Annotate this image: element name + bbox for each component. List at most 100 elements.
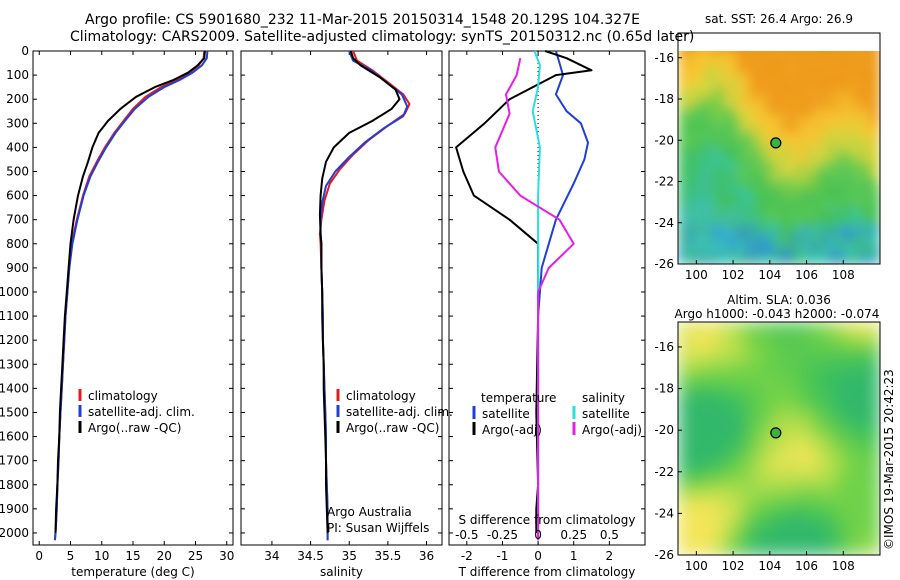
sst-map-cell	[747, 253, 753, 260]
sst-map-cell	[811, 38, 817, 44]
sst-map-cell	[678, 51, 684, 55]
sla-map-cell	[751, 396, 758, 402]
sst-map-cell	[796, 232, 802, 239]
sst-map-cell	[801, 64, 807, 71]
sst-map-cell	[855, 195, 861, 202]
sla-map-cell	[830, 353, 837, 360]
sla-map-cell	[737, 454, 743, 461]
sst-map-cell	[860, 80, 866, 87]
sla-map-cell	[692, 406, 699, 413]
sst-map-cell	[692, 169, 699, 176]
sla-map-cell	[717, 533, 723, 540]
sst-map-cell	[712, 75, 718, 81]
sst-map-cell	[835, 206, 842, 213]
sla-map-cell	[870, 401, 876, 408]
sla-map-cell	[747, 486, 753, 493]
sst-map-cell	[875, 153, 880, 160]
sst-map-cell	[742, 69, 748, 76]
sla-map-cell	[776, 406, 782, 413]
sst-map-cell	[751, 143, 758, 150]
sst-map-cell	[751, 148, 758, 155]
sla-map-cell	[865, 406, 871, 413]
sst-map-cell	[692, 122, 699, 129]
sla-map-cell	[860, 396, 866, 402]
sst-map-cell	[860, 248, 866, 255]
sla-map-cell	[850, 396, 856, 402]
sla-map-cell	[678, 512, 684, 519]
sla-map-cell	[742, 502, 748, 508]
sst-map-cell	[845, 237, 851, 244]
sla-map-cell	[702, 433, 709, 440]
sla-map-title: Altim. SLA: 0.036	[727, 293, 831, 307]
sst-map-cell	[806, 33, 812, 39]
sla-map-cell	[840, 459, 847, 466]
sst-map-cell	[747, 33, 753, 39]
sla-map-cell	[678, 491, 684, 498]
sla-map-cell	[682, 549, 689, 555]
sla-map-cell	[707, 359, 714, 365]
sst-map-cell	[771, 232, 778, 239]
sst-map-cell	[766, 127, 773, 134]
sla-map-cell	[727, 539, 733, 545]
sla-map-cell	[712, 353, 718, 360]
sst-map-cell	[860, 69, 866, 76]
sla-map-cell	[811, 396, 817, 402]
sla-map-cell	[727, 496, 733, 503]
sla-map-cell	[678, 465, 684, 471]
sla-map-cell	[747, 380, 753, 387]
sla-map-cell	[850, 422, 856, 429]
sst-map-cell	[801, 180, 807, 186]
sst-map-cell	[865, 101, 871, 108]
sla-map-cell	[776, 364, 782, 371]
sst-map-cell	[791, 33, 797, 39]
sst-map-cell	[732, 101, 738, 108]
sla-map-cell	[766, 491, 773, 498]
sla-map-cell	[840, 369, 847, 376]
sst-map-cell	[816, 80, 822, 87]
sst-map-cell	[687, 258, 694, 264]
sla-map-cell	[776, 523, 782, 530]
sla-map-cell	[722, 465, 728, 471]
sst-map-cell	[776, 227, 782, 234]
sla-map-cell	[855, 528, 861, 535]
sla-map-cell	[727, 359, 733, 365]
sla-map-cell	[781, 396, 787, 402]
sla-map-cell	[722, 427, 728, 434]
sla-map-cell	[850, 369, 856, 376]
sst-map-cell	[830, 54, 837, 60]
sla-map-cell	[875, 412, 880, 418]
sst-map-cell	[742, 59, 748, 66]
sst-map-cell	[875, 169, 880, 176]
sla-map-cell	[771, 322, 778, 328]
sst-map-cell	[786, 237, 792, 244]
sla-map-cell	[801, 549, 807, 555]
sla-map-cell	[742, 348, 748, 355]
sla-map-cell	[687, 353, 694, 360]
sla-map-cell	[811, 433, 817, 440]
sla-map-cell	[717, 507, 723, 514]
sst-map-cell	[722, 90, 728, 97]
sla-map-cell	[820, 353, 827, 360]
sst-map-cell	[702, 138, 709, 144]
sst-map-cell	[727, 180, 733, 186]
sla-map-cell	[707, 417, 714, 424]
sla-map-cell	[865, 401, 871, 408]
sla-map-cell	[786, 486, 792, 493]
sst-map-cell	[771, 96, 778, 102]
sst-map-cell	[707, 54, 714, 60]
sst-map-cell	[811, 59, 817, 66]
sst-map-cell	[796, 148, 802, 155]
sst-map-cell	[801, 69, 807, 76]
sla-map-cell	[816, 322, 822, 328]
sla-map-cell	[722, 454, 728, 461]
sst-map-cell	[850, 216, 856, 223]
sla-map-cell	[825, 443, 832, 450]
sla-map-cell	[840, 375, 847, 381]
sla-map-cell	[766, 539, 773, 545]
sst-map-cell	[835, 201, 842, 207]
sla-map-cell	[732, 475, 738, 482]
sla-map-cell	[820, 454, 827, 461]
sla-map-cell	[687, 417, 694, 424]
sla-map-cell	[722, 433, 728, 440]
sst-map-cell	[771, 159, 778, 165]
